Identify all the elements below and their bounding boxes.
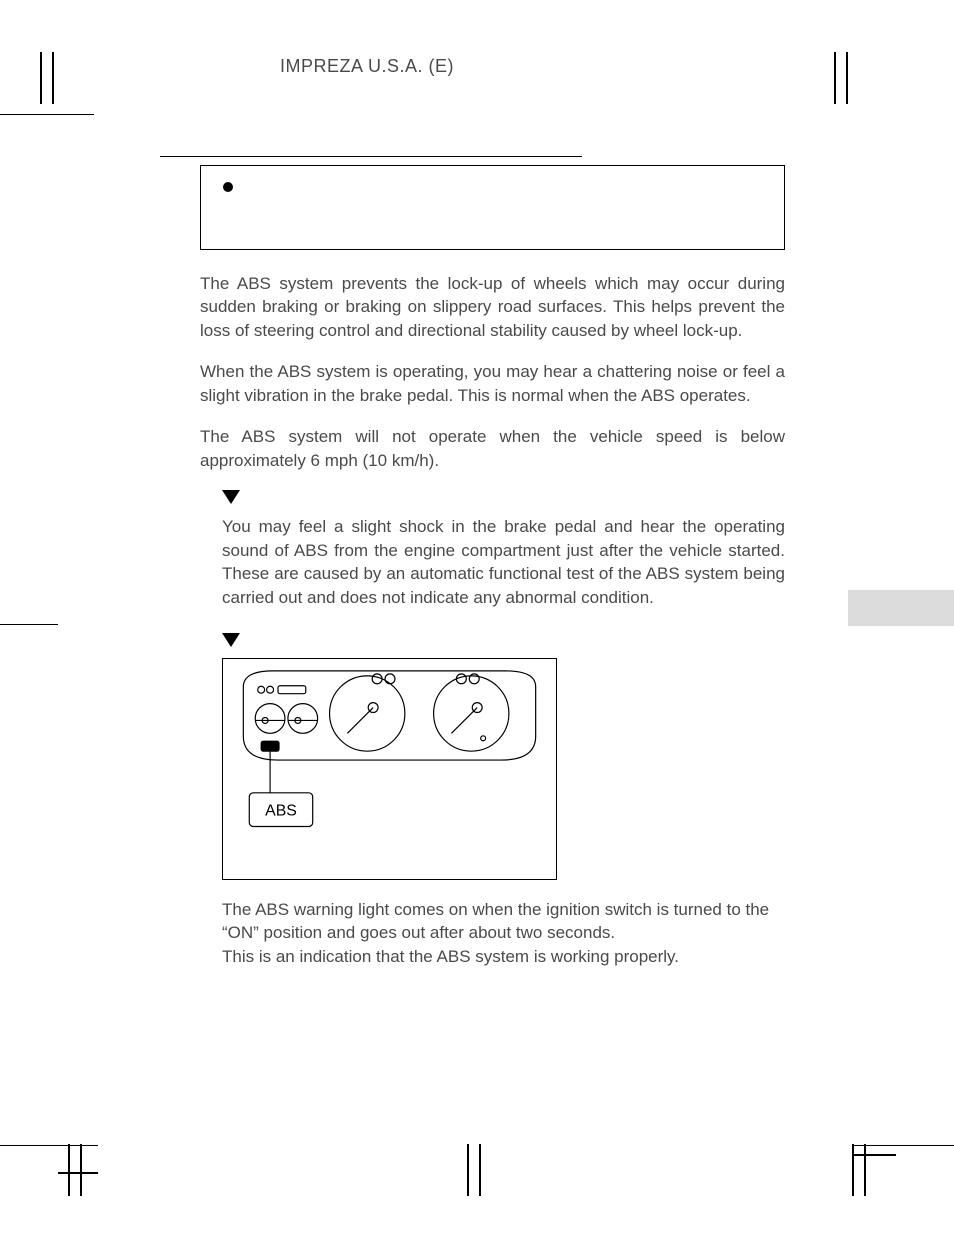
bullet-dot-icon [223, 182, 233, 192]
crop-mark [40, 52, 42, 104]
dashboard-svg-icon: ABS [223, 659, 556, 879]
callout-box [200, 165, 785, 250]
side-tab [848, 590, 954, 626]
paragraph: You may feel a slight shock in the brake… [222, 515, 785, 609]
crop-mark [846, 52, 848, 104]
sub-section: You may feel a slight shock in the brake… [222, 490, 785, 968]
page: IMPREZA U.S.A. (E) The ABS system preven… [0, 0, 954, 1260]
crop-mark [0, 114, 94, 115]
paragraph: The ABS warning light comes on when the … [222, 898, 785, 945]
paragraph: The ABS system will not operate when the… [200, 425, 785, 472]
crop-mark [852, 1144, 854, 1196]
crop-mark [68, 1144, 70, 1196]
triangle-down-icon [222, 633, 240, 647]
crop-mark [479, 1144, 481, 1196]
crop-mark [0, 1145, 98, 1146]
crop-mark [852, 1145, 954, 1146]
abs-label: ABS [265, 803, 297, 820]
dashboard-figure: ABS [222, 658, 557, 880]
crop-mark [0, 624, 58, 625]
content-column: IMPREZA U.S.A. (E) The ABS system preven… [200, 56, 785, 986]
paragraph: This is an indication that the ABS syste… [222, 945, 785, 968]
crop-mark [52, 52, 54, 104]
crop-mark [58, 1172, 98, 1174]
crop-mark [467, 1144, 469, 1196]
paragraph: The ABS system prevents the lock-up of w… [200, 272, 785, 342]
page-title: IMPREZA U.S.A. (E) [280, 56, 785, 77]
horizontal-rule [160, 156, 582, 157]
crop-mark [852, 1154, 896, 1156]
paragraph: When the ABS system is operating, you ma… [200, 360, 785, 407]
triangle-down-icon [222, 490, 240, 504]
crop-mark [80, 1144, 82, 1196]
crop-mark [834, 52, 836, 104]
crop-mark [864, 1144, 866, 1196]
